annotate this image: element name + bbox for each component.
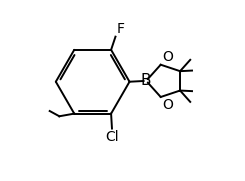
Text: O: O (162, 98, 173, 112)
Text: F: F (116, 22, 124, 36)
Text: B: B (141, 73, 151, 88)
Text: Cl: Cl (105, 130, 119, 144)
Text: O: O (162, 50, 173, 64)
